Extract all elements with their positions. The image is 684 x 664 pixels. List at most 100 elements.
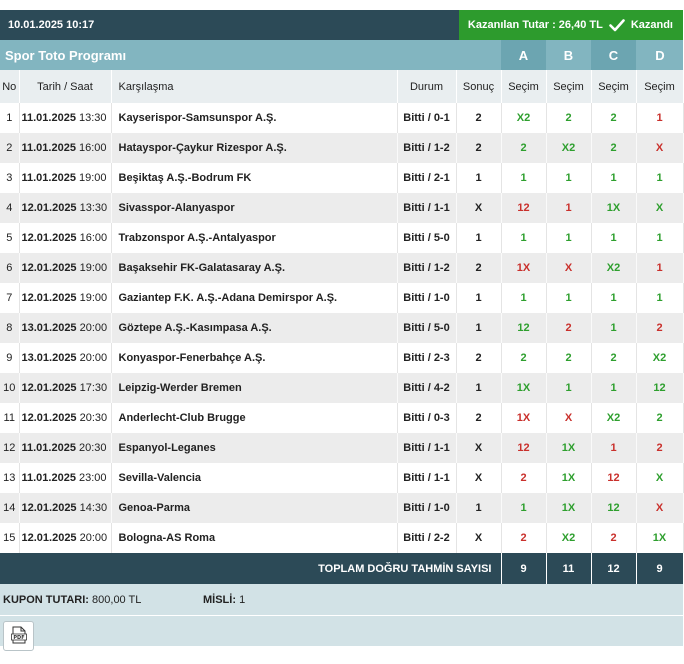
pdf-file-icon: PDF [10,626,27,647]
row-status: Bitti / 1-1 [397,433,457,463]
row-pick-b: 2 [546,103,592,133]
row-result: 2 [456,103,502,133]
header-match: Karşılaşma [111,70,398,103]
row-no: 9 [0,343,20,373]
header-result: Sonuç [456,70,502,103]
row-date: 12.01.2025 [21,382,77,394]
row-pick-d: X [636,133,684,163]
row-pick-b: 1 [546,163,592,193]
row-time: 14:30 [79,502,108,514]
table-row: 7 12.01.2025 19:00 Gaziantep F.K. A.Ş.-Ada… [0,283,684,313]
row-match: Kayserispor-Samsunspor A.Ş. [111,103,398,133]
row-no: 5 [0,223,20,253]
row-pick-d: X2 [636,343,684,373]
row-match: Genoa-Parma [111,493,398,523]
row-datetime: 12.01.2025 13:30 [19,193,112,223]
row-pick-a: 1X [501,253,547,283]
table-row: 6 12.01.2025 19:00 Başaksehir FK-Galatasar… [0,253,684,283]
header-pick-b: Seçim [546,70,592,103]
row-status: Bitti / 2-2 [397,523,457,553]
row-pick-b: 1 [546,373,592,403]
row-pick-a: X2 [501,103,547,133]
coupon-header-bar: 10.01.2025 10:17 Kazanılan Tutar : 26,40… [0,10,683,40]
row-pick-b: 1 [546,283,592,313]
row-no: 6 [0,253,20,283]
row-time: 20:00 [79,532,108,544]
row-result: X [456,523,502,553]
row-date: 12.01.2025 [21,292,77,304]
table-row: 8 13.01.2025 20:00 Göztepe A.Ş.-Kasımpasa … [0,313,684,343]
winnings-badge: Kazanılan Tutar : 26,40 TL Kazandı [458,10,683,40]
table-row: 15 12.01.2025 20:00 Bologna-AS Roma Bitti /… [0,523,684,553]
row-pick-a: 2 [501,133,547,163]
row-datetime: 12.01.2025 19:00 [19,253,112,283]
total-c: 12 [591,553,637,584]
row-result: 1 [456,313,502,343]
row-pick-d: 1 [636,253,684,283]
row-no: 10 [0,373,20,403]
row-pick-b: X2 [546,523,592,553]
row-date: 11.01.2025 [21,142,76,154]
row-date: 12.01.2025 [21,232,77,244]
row-pick-a: 12 [501,433,547,463]
row-pick-a: 12 [501,313,547,343]
row-time: 16:00 [79,232,108,244]
row-match: Espanyol-Leganes [111,433,398,463]
program-title: Spor Toto Programı [5,47,127,63]
pdf-download-button[interactable]: PDF [3,621,34,651]
header-pick-c: Seçim [591,70,637,103]
row-status: Bitti / 1-0 [397,283,457,313]
row-pick-b: 2 [546,313,592,343]
column-letter-d: D [655,47,665,63]
row-date: 11.01.2025 [21,172,76,184]
coupon-amount-value: 800,00 TL [92,593,142,606]
row-pick-c: 2 [591,103,637,133]
row-datetime: 11.01.2025 20:30 [19,433,112,463]
row-no: 4 [0,193,20,223]
row-date: 11.01.2025 [21,112,76,124]
table-row: 9 13.01.2025 20:00 Konyaspor-Fenerbahçe A.… [0,343,684,373]
row-no: 7 [0,283,20,313]
row-status: Bitti / 1-1 [397,463,457,493]
table-row: 10 12.01.2025 17:30 Leipzig-Werder Bremen B… [0,373,684,403]
total-a: 9 [501,553,547,584]
total-d: 9 [636,553,684,584]
row-pick-d: 1 [636,283,684,313]
table-row: 13 11.01.2025 23:00 Sevilla-Valencia Bitti … [0,463,684,493]
row-date: 11.01.2025 [21,442,76,454]
column-letter-a: A [501,40,546,70]
row-match: Sevilla-Valencia [111,463,398,493]
row-pick-b: 1 [546,193,592,223]
row-match: Gaziantep F.K. A.Ş.-Adana Demirspor A.Ş. [111,283,398,313]
row-pick-c: X2 [591,253,637,283]
coupon-multiplier: MİSLİ: 1 [203,594,245,606]
row-pick-b: 2 [546,343,592,373]
row-pick-c: 1X [591,193,637,223]
svg-text:PDF: PDF [13,635,24,641]
header-pick-d: Seçim [636,70,684,103]
row-match: Bologna-AS Roma [111,523,398,553]
row-result: 1 [456,493,502,523]
row-datetime: 11.01.2025 13:30 [19,103,112,133]
row-date: 12.01.2025 [21,202,77,214]
row-result: X [456,463,502,493]
row-pick-b: X [546,403,592,433]
row-pick-d: 2 [636,313,684,343]
row-pick-a: 1 [501,493,547,523]
row-status: Bitti / 2-1 [397,163,457,193]
column-letter-b: B [563,47,574,63]
row-pick-d: 1 [636,223,684,253]
row-datetime: 12.01.2025 20:30 [19,403,112,433]
row-pick-d: 1X [636,523,684,553]
matches-table: No Tarih / Saat Karşılaşma Durum Sonuç S… [0,70,684,584]
row-pick-b: 1X [546,463,592,493]
row-no: 11 [0,403,20,433]
row-date: 13.01.2025 [21,352,77,364]
row-datetime: 12.01.2025 19:00 [19,283,112,313]
row-no: 3 [0,163,20,193]
row-pick-c: 1 [591,163,637,193]
row-datetime: 12.01.2025 17:30 [19,373,112,403]
row-status: Bitti / 1-2 [397,133,457,163]
row-datetime: 13.01.2025 20:00 [19,313,112,343]
row-status: Bitti / 0-3 [397,403,457,433]
